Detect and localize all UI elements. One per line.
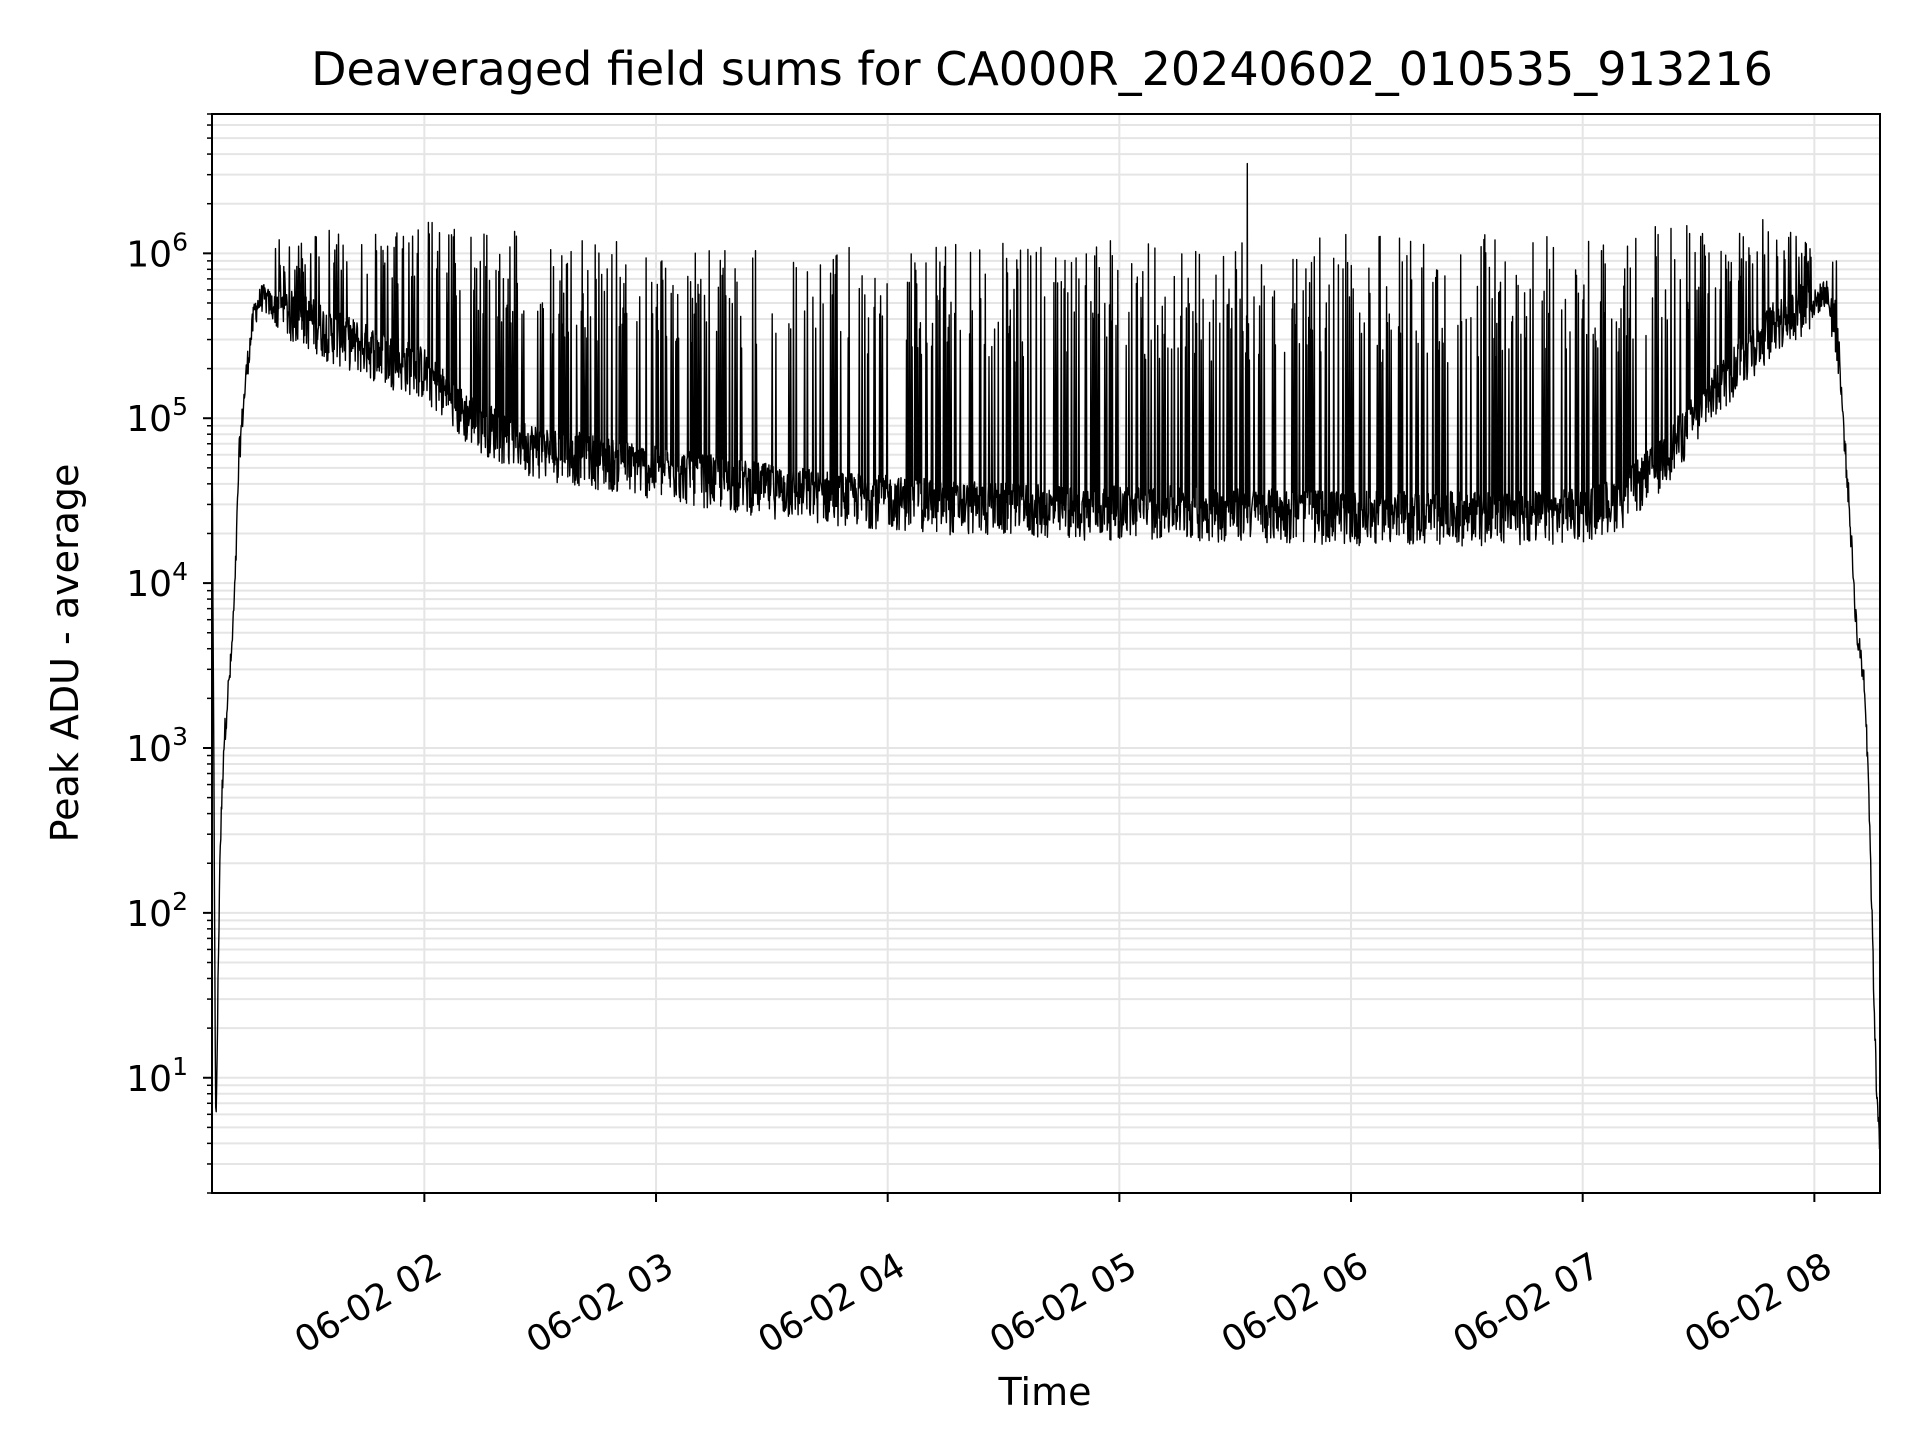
- y-tick-label: 101: [126, 1052, 188, 1100]
- y-tick-label: 104: [126, 557, 188, 605]
- y-tick-label: 102: [126, 887, 188, 935]
- y-axis-label: Peak ADU - average: [43, 464, 87, 843]
- x-axis-label: Time: [998, 1370, 1092, 1414]
- y-axis: 101 102 103 104 105 106: [126, 113, 212, 1194]
- y-tick-label: 103: [126, 722, 188, 770]
- data-series: [211, 162, 1881, 1150]
- y-tick-label: 105: [126, 392, 188, 440]
- series-line: [211, 162, 1881, 1150]
- y-tick-label: 106: [126, 227, 188, 275]
- chart-title: Deaveraged field sums for CA000R_2024060…: [311, 42, 1773, 96]
- plot-frame: [211, 113, 1881, 1194]
